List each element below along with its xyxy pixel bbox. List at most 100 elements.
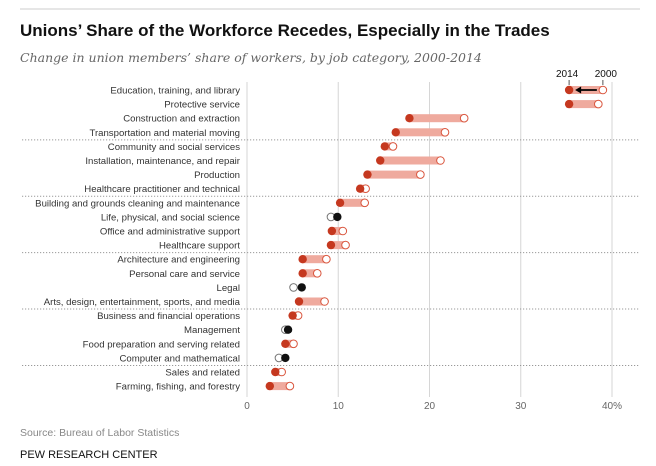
point-2000	[289, 283, 298, 292]
point-2014	[298, 255, 307, 264]
point-2000	[360, 198, 370, 208]
point-2014	[564, 85, 574, 95]
category-label: Education, training, and library	[110, 86, 240, 97]
point-2000	[320, 297, 329, 306]
chart-title: Unions’ Share of the Workforce Recedes, …	[20, 21, 550, 40]
category-label: Farming, fishing, and forestry	[116, 382, 240, 393]
point-2014	[288, 311, 297, 320]
point-2000	[388, 142, 398, 151]
point-2014	[335, 198, 345, 207]
legend-2000-label: 2000	[595, 69, 618, 80]
arrow-left-icon	[575, 86, 582, 94]
chart-row: Community and social services	[108, 142, 398, 153]
chart-row: Life, physical, and social science	[101, 212, 342, 223]
chart-subtitle: Change in union members’ share of worker…	[20, 50, 482, 65]
point-2000	[594, 99, 603, 109]
category-label: Office and administrative support	[100, 227, 240, 238]
point-2014	[298, 269, 307, 278]
change-bar	[330, 241, 346, 250]
point-2014	[283, 325, 293, 334]
chart-row: Building and grounds cleaning and mainte…	[35, 198, 370, 209]
chart-row: Farming, fishing, and forestry	[116, 381, 295, 393]
change-bar	[302, 269, 318, 278]
point-2014	[376, 156, 385, 165]
change-bar	[380, 156, 441, 165]
point-2014	[297, 283, 306, 292]
category-label: Installation, maintenance, and repair	[85, 156, 240, 167]
x-tick-label: 30	[515, 401, 527, 412]
change-bar	[331, 227, 343, 235]
change-bar	[299, 297, 325, 306]
point-2014	[271, 367, 280, 377]
chart-row: Healthcare practitioner and technical	[84, 184, 370, 195]
point-2014	[391, 128, 400, 137]
chart-row: Construction and extraction	[123, 114, 469, 125]
point-2000	[598, 85, 608, 95]
point-2014	[333, 212, 342, 222]
category-label: Community and social services	[108, 142, 240, 153]
point-2014	[405, 114, 414, 123]
change-bar	[395, 128, 446, 137]
category-label: Legal	[217, 283, 240, 294]
chart-row: Installation, maintenance, and repair	[85, 156, 445, 167]
point-2000	[416, 170, 425, 179]
chart-row: Food preparation and serving related	[83, 339, 298, 350]
x-tick-label: 0	[244, 401, 250, 412]
x-tick-label: 20	[424, 401, 436, 412]
point-2014	[265, 381, 275, 391]
chart-row: Sales and related	[165, 367, 286, 379]
point-2014	[327, 226, 337, 236]
point-2000	[289, 339, 298, 349]
legend-2014-label: 2014	[556, 69, 579, 80]
chart-row: Personal care and service	[129, 269, 322, 280]
x-tick-label: 40%	[602, 401, 622, 412]
chart-row: Arts, design, entertainment, sports, and…	[44, 297, 329, 308]
point-2014	[363, 170, 372, 179]
point-2014	[281, 339, 290, 348]
point-2000	[436, 156, 445, 165]
category-label: Management	[184, 325, 240, 336]
category-label: Architecture and engineering	[117, 255, 240, 266]
chart-row: Transportation and material moving	[89, 128, 450, 139]
category-label: Protective service	[164, 100, 240, 111]
point-2014	[326, 240, 336, 250]
change-bar	[302, 255, 327, 264]
chart-row: Architecture and engineering	[117, 255, 331, 266]
source-note: Source: Bureau of Labor Statistics	[20, 427, 179, 439]
change-bar	[409, 114, 465, 123]
chart-row: Computer and mathematical	[119, 353, 290, 364]
chart-row: Protective service	[164, 99, 603, 111]
point-2014	[281, 353, 290, 363]
point-2000	[440, 128, 450, 137]
chart-row: Business and financial operations	[97, 311, 303, 322]
change-bar	[569, 100, 599, 109]
chart-row: Legal	[217, 283, 306, 294]
chart-row: Healthcare support	[159, 240, 350, 252]
category-label: Transportation and material moving	[89, 128, 240, 139]
category-label: Business and financial operations	[97, 311, 240, 322]
category-label: Arts, design, entertainment, sports, and…	[44, 297, 241, 308]
point-2000	[338, 226, 348, 236]
point-2000	[341, 240, 350, 250]
category-label: Production	[194, 170, 240, 181]
point-2000	[285, 381, 295, 391]
point-2000	[312, 269, 322, 278]
category-label: Healthcare support	[159, 241, 240, 252]
point-2014	[380, 142, 389, 151]
category-label: Food preparation and serving related	[83, 339, 240, 350]
x-tick-label: 10	[333, 401, 345, 412]
category-label: Life, physical, and social science	[101, 212, 240, 223]
change-bar	[340, 198, 365, 207]
chart-row: Office and administrative support	[100, 226, 348, 238]
brand-logo: PEW RESEARCH CENTER	[20, 449, 158, 461]
category-label: Construction and extraction	[123, 114, 240, 125]
category-label: Sales and related	[165, 368, 240, 379]
chart-row: Production	[194, 170, 425, 181]
category-label: Computer and mathematical	[119, 353, 240, 364]
point-2014	[355, 184, 365, 193]
category-label: Personal care and service	[129, 269, 240, 280]
point-2014	[564, 99, 574, 109]
change-bar	[367, 170, 421, 179]
point-2014	[294, 297, 304, 306]
